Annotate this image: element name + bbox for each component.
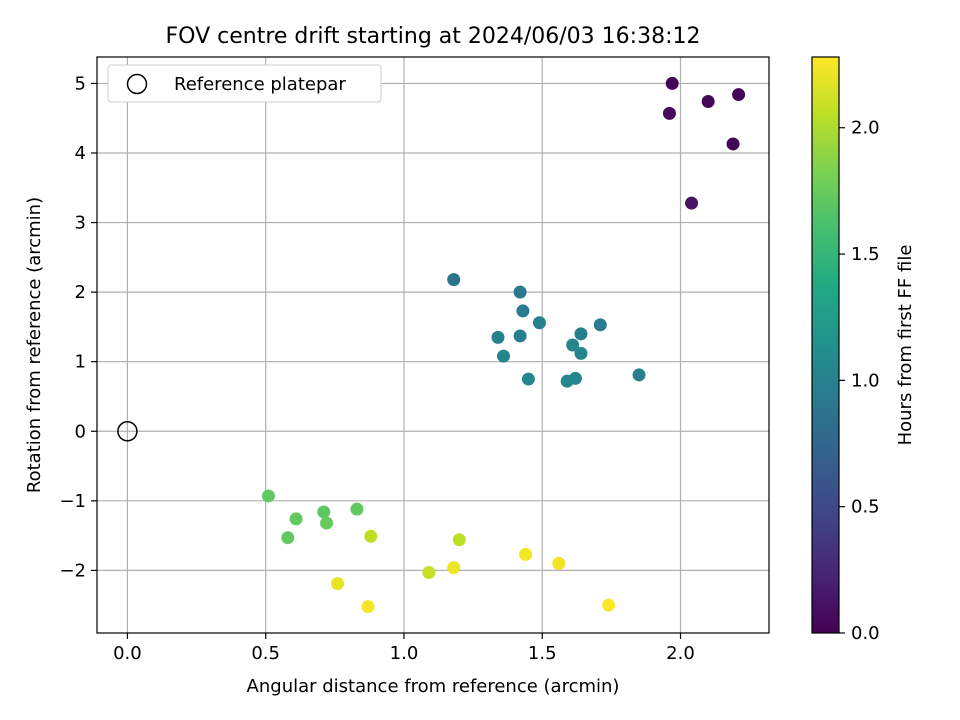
colorbar [811, 56, 840, 634]
y-tick-label: −1 [59, 491, 86, 512]
x-tick-label: 1.5 [528, 643, 557, 664]
scatter-point [350, 502, 364, 516]
y-tick-label: 0 [75, 421, 86, 442]
scatter-point [320, 516, 334, 530]
scatter-point [422, 565, 436, 579]
scatter-point [447, 561, 461, 575]
scatter-point [261, 489, 275, 503]
y-tick-label: −2 [59, 560, 86, 581]
scatter-point [685, 196, 699, 210]
scatter-point [497, 349, 511, 363]
colorbar-tick-label: 1.5 [851, 244, 880, 265]
y-axis-ticks: −2 −1 0 1 2 3 4 5 [59, 73, 97, 581]
scatter-point [602, 598, 616, 612]
scatter-point [364, 529, 378, 543]
x-tick-label: 2.0 [666, 643, 695, 664]
scatter-point [632, 368, 646, 382]
colorbar-tick-label: 2.0 [851, 118, 880, 139]
reference-point [117, 421, 138, 442]
legend: Reference platepar [107, 64, 382, 103]
y-tick-label: 1 [75, 352, 86, 373]
scatter-point [447, 273, 461, 287]
scatter-point [452, 533, 466, 547]
scatter-points [261, 76, 746, 614]
legend-box [107, 64, 382, 103]
scatter-point [331, 577, 345, 591]
scatter-point [665, 76, 679, 90]
y-tick-label: 5 [75, 73, 86, 94]
scatter-point [732, 88, 746, 102]
scatter-point [361, 600, 375, 614]
y-tick-label: 2 [75, 282, 86, 303]
scatter-point [491, 330, 505, 344]
scatter-point [289, 512, 303, 526]
colorbar-label: Hours from first FF file [895, 245, 916, 446]
x-axis-ticks: 0.0 0.5 1.0 1.5 2.0 [113, 633, 695, 664]
scatter-point [574, 346, 588, 360]
colorbar-tick-label: 1.0 [851, 370, 880, 391]
x-tick-label: 0.0 [113, 643, 142, 664]
legend-entry-reference-platepar: Reference platepar [174, 74, 346, 95]
scatter-point [701, 95, 715, 109]
scatter-point [519, 547, 533, 561]
scatter-point [532, 316, 546, 330]
scatter-point [521, 372, 535, 386]
colorbar-tick-label: 0.0 [851, 623, 880, 644]
scatter-point [593, 318, 607, 332]
scatter-point [662, 106, 676, 120]
y-tick-label: 3 [75, 213, 86, 234]
scatter-point [574, 327, 588, 341]
y-tick-label: 4 [75, 143, 86, 164]
x-tick-label: 1.0 [390, 643, 419, 664]
reference-marker [117, 421, 138, 442]
legend-reference-marker [126, 73, 148, 95]
scatter-point [560, 374, 574, 388]
scatter-point [552, 556, 566, 570]
grid-lines [97, 57, 769, 633]
scatter-point [317, 505, 331, 519]
scatter-point [726, 137, 740, 151]
scatter-point [516, 304, 530, 318]
chart-title: FOV centre drift starting at 2024/06/03 … [166, 24, 701, 49]
scatter-point [513, 285, 527, 299]
colorbar-tick-label: 0.5 [851, 497, 880, 518]
y-axis-label: Rotation from reference (arcmin) [24, 197, 45, 493]
scatter-point [566, 338, 580, 352]
x-tick-label: 0.5 [251, 643, 280, 664]
axes-frame [96, 56, 770, 634]
scatter-point [281, 531, 295, 545]
scatter-point [513, 329, 527, 343]
colorbar-ticks: 0.0 0.5 1.0 1.5 2.0 [839, 118, 880, 644]
x-axis-label: Angular distance from reference (arcmin) [247, 676, 620, 697]
